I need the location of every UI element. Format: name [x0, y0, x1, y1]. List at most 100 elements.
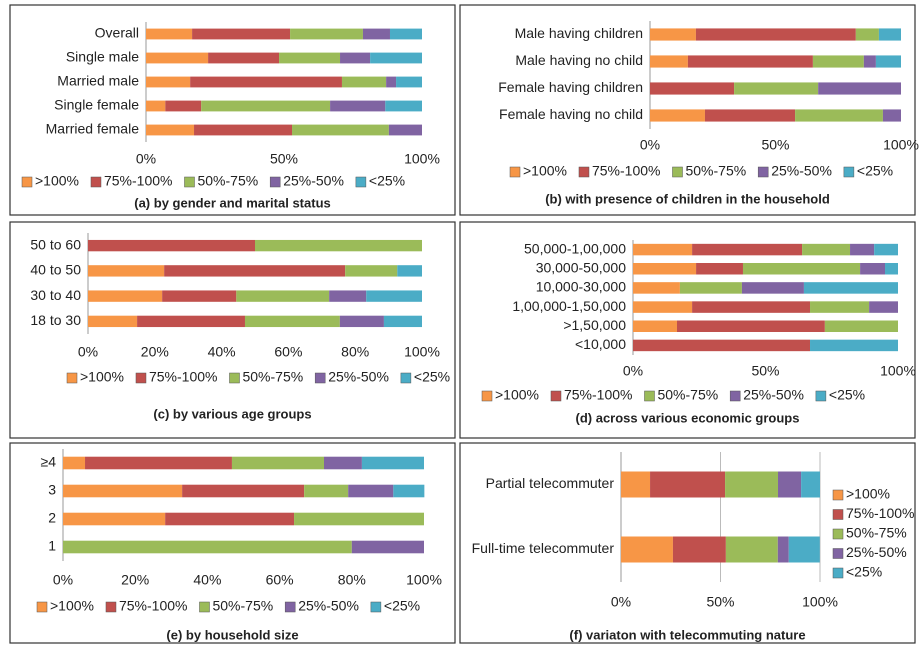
legend-swatch [400, 372, 412, 384]
bar-segment [869, 301, 898, 313]
legend-swatch [199, 601, 210, 613]
x-tick-label: 20% [141, 344, 169, 360]
category-label: Partial telecommuter [486, 475, 615, 491]
bar-segment [146, 28, 193, 40]
category-label: Female having no child [499, 106, 643, 122]
legend-label: 50%-75% [685, 163, 746, 179]
bar-segment [361, 456, 424, 470]
legend-swatch [550, 390, 562, 402]
bar-segment [236, 290, 330, 302]
bar-segment [695, 28, 856, 41]
bar-segment [339, 315, 384, 328]
bar-segment [850, 243, 875, 256]
bar-segment [621, 536, 673, 563]
x-tick-label: 0% [611, 594, 631, 610]
x-tick-label: 40% [208, 344, 236, 360]
legend-label: 25%-50% [283, 173, 344, 189]
x-tick-label: 50% [751, 363, 779, 379]
legend-label: 75%-100% [119, 598, 188, 614]
bar-segment [88, 239, 255, 252]
x-tick-label: 50% [706, 594, 734, 610]
category-label: Overall [95, 25, 139, 41]
legend-label: <25% [384, 598, 420, 614]
bar-segment [676, 320, 825, 332]
x-tick-label: 100% [404, 151, 440, 167]
legend-swatch [21, 176, 33, 188]
legend-label: 50%-75% [846, 525, 907, 541]
legend-label: <25% [829, 387, 865, 403]
bar-segment [341, 76, 387, 88]
bar-segment [383, 315, 422, 328]
category-label: 50 to 60 [30, 236, 81, 252]
legend-swatch [672, 166, 683, 178]
x-tick-label: 60% [274, 344, 302, 360]
category-label: Single female [54, 97, 139, 113]
category-label: 40 to 50 [30, 262, 81, 278]
chart-title: (c) by various age groups [153, 406, 311, 421]
x-tick-label: 0% [623, 363, 643, 379]
chart-title: (e) by household size [166, 627, 298, 642]
bar-segment [650, 109, 705, 122]
bar-segment [633, 301, 693, 313]
chart-title: (a) by gender and marital status [134, 195, 331, 210]
bar-segment [704, 109, 796, 122]
legend-label: 50%-75% [657, 387, 718, 403]
category-label: 30,000-50,000 [536, 259, 627, 275]
bar-segment [860, 263, 886, 275]
legend-swatch [729, 390, 741, 402]
bar-segment [348, 484, 394, 498]
legend-label: >100% [523, 163, 567, 179]
x-tick-label: 50% [270, 151, 298, 167]
panel-border [459, 221, 916, 439]
panel-border [459, 442, 916, 644]
bar-segment [164, 265, 346, 277]
legend-swatch [314, 372, 326, 384]
bar-segment [294, 512, 424, 526]
bar-segment [165, 100, 202, 112]
legend-label: <25% [369, 173, 405, 189]
bar-segment [397, 265, 422, 277]
bar-segment [393, 484, 425, 498]
legend-label: 50%-75% [197, 173, 258, 189]
legend-swatch [843, 166, 855, 178]
bar-segment [244, 315, 340, 328]
bar-segment [679, 282, 742, 294]
bar-segment [386, 76, 397, 88]
category-label: Female having children [498, 79, 643, 95]
legend-swatch [184, 176, 195, 188]
bar-segment [801, 471, 820, 498]
legend-swatch [284, 601, 296, 613]
legend-swatch [815, 390, 827, 402]
bar-segment [696, 263, 743, 275]
x-tick-label: 0% [136, 151, 156, 167]
legend-label: 25%-50% [846, 544, 907, 560]
bar-segment [741, 282, 804, 294]
legend-swatch [66, 372, 78, 384]
bar-segment [324, 456, 362, 470]
bar-segment [182, 484, 305, 498]
legend-label: 75%-100% [592, 163, 661, 179]
bar-segment [725, 471, 779, 498]
bar-segment [146, 52, 209, 64]
legend-label: 25%-50% [298, 598, 359, 614]
bar-segment [351, 540, 424, 554]
bar-segment [650, 471, 726, 498]
legend-label: <25% [414, 369, 450, 385]
bar-segment [778, 471, 802, 498]
category-label: 3 [48, 482, 56, 498]
legend-swatch [832, 548, 844, 559]
bar-segment [802, 243, 851, 256]
legend-label: >100% [80, 369, 124, 385]
bar-segment [803, 282, 898, 294]
legend-label: 75%-100% [846, 505, 915, 521]
legend-label: 25%-50% [743, 387, 804, 403]
legend-swatch [90, 176, 102, 188]
bar-segment [88, 315, 138, 328]
bar-segment [255, 239, 422, 252]
legend-label: 25%-50% [328, 369, 389, 385]
legend-label: 50%-75% [212, 598, 273, 614]
legend-swatch [578, 166, 590, 178]
bar-segment [795, 109, 883, 122]
bar-segment [633, 320, 677, 332]
bar-segment [146, 76, 191, 88]
